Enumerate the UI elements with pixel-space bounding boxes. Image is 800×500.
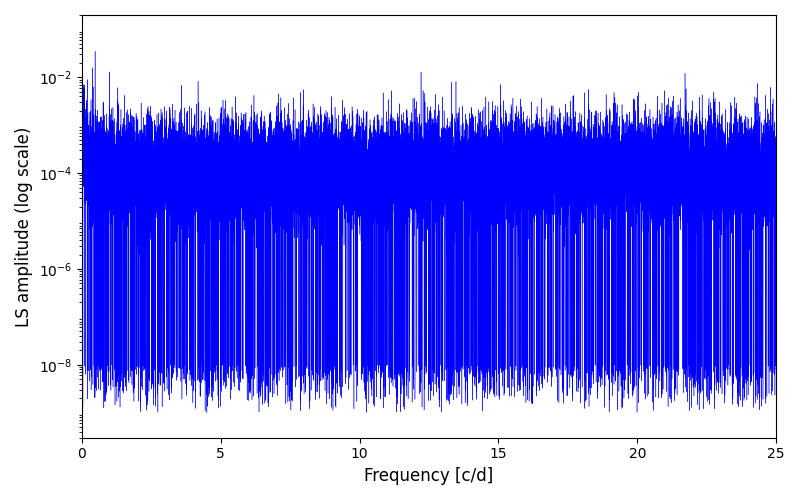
Y-axis label: LS amplitude (log scale): LS amplitude (log scale) [15, 126, 33, 326]
X-axis label: Frequency [c/d]: Frequency [c/d] [364, 467, 494, 485]
